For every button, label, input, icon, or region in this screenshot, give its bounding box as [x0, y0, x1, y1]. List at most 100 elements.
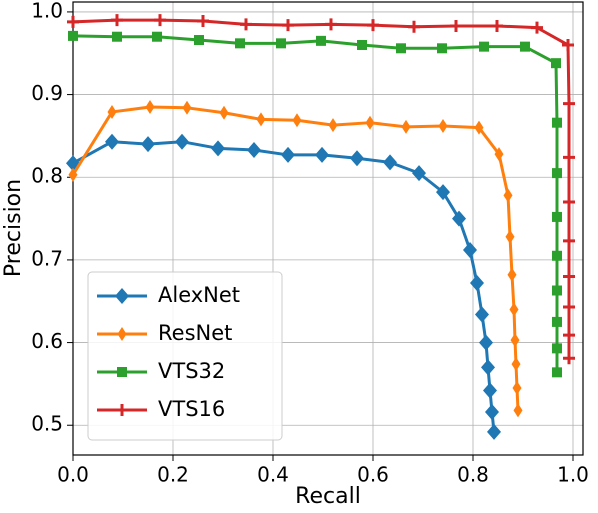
marker — [152, 31, 162, 42]
x-tick-label: 0.0 — [57, 463, 89, 487]
marker — [531, 21, 543, 34]
marker — [450, 19, 462, 32]
marker — [563, 234, 575, 247]
marker — [474, 120, 484, 135]
marker — [475, 306, 489, 323]
marker — [563, 270, 575, 283]
marker — [315, 146, 329, 163]
x-tick-label: 0.6 — [357, 463, 389, 487]
marker — [491, 19, 503, 32]
marker — [194, 35, 204, 46]
marker — [68, 167, 78, 182]
y-tick-label: 0.8 — [31, 164, 63, 188]
marker — [563, 196, 575, 209]
marker — [485, 404, 499, 421]
marker — [408, 20, 420, 33]
marker — [452, 210, 466, 227]
marker — [219, 105, 229, 120]
marker — [552, 211, 562, 222]
marker — [481, 359, 495, 376]
marker — [111, 14, 123, 27]
y-tick-label: 0.9 — [31, 81, 63, 105]
marker — [325, 18, 337, 31]
marker — [563, 301, 575, 314]
marker — [510, 333, 520, 348]
x-axis-label: Recall — [295, 484, 361, 509]
marker — [513, 403, 523, 418]
x-tick-label: 0.2 — [157, 463, 189, 487]
marker — [551, 58, 561, 69]
marker — [240, 18, 252, 31]
marker — [503, 188, 513, 203]
marker — [494, 147, 504, 162]
marker — [211, 140, 225, 157]
legend-marker — [116, 404, 128, 416]
marker — [563, 97, 575, 110]
marker — [112, 31, 122, 42]
marker — [292, 113, 302, 128]
y-tick-label: 0.7 — [31, 246, 63, 270]
legend-label: VTS32 — [158, 359, 225, 383]
marker — [281, 146, 295, 163]
marker — [552, 343, 562, 354]
marker — [552, 367, 562, 378]
marker — [505, 229, 515, 244]
marker — [247, 141, 261, 158]
marker — [483, 382, 497, 399]
marker — [511, 357, 521, 372]
marker — [107, 104, 117, 119]
marker — [367, 19, 379, 32]
marker — [512, 381, 522, 396]
marker — [552, 168, 562, 179]
marker — [552, 250, 562, 261]
y-tick-label: 1.0 — [31, 0, 63, 22]
marker — [470, 275, 484, 292]
marker — [552, 117, 562, 128]
marker — [365, 115, 375, 130]
marker — [316, 35, 326, 46]
marker — [276, 38, 286, 49]
x-tick-label: 0.4 — [257, 463, 289, 487]
marker — [412, 165, 426, 182]
marker — [552, 316, 562, 327]
marker — [256, 112, 266, 127]
marker — [175, 133, 189, 150]
marker — [437, 43, 447, 54]
marker — [479, 41, 489, 52]
legend-label: AlexNet — [158, 283, 240, 307]
marker — [197, 15, 209, 28]
legend-marker — [115, 288, 129, 304]
marker — [552, 285, 562, 296]
y-axis-label: Precision — [1, 179, 26, 277]
legend-label: ResNet — [158, 321, 232, 345]
marker — [145, 99, 155, 114]
legend-box — [87, 271, 283, 441]
y-tick-label: 0.5 — [31, 412, 63, 436]
marker — [509, 302, 519, 317]
marker — [463, 241, 477, 258]
marker — [563, 151, 575, 164]
marker — [487, 423, 501, 440]
marker — [235, 38, 245, 49]
marker — [438, 118, 448, 133]
marker — [182, 100, 192, 115]
marker — [154, 14, 166, 27]
marker — [68, 30, 78, 41]
marker — [520, 41, 530, 52]
marker — [328, 118, 338, 133]
marker — [282, 19, 294, 32]
legend-marker — [117, 327, 127, 341]
marker — [563, 352, 575, 365]
marker — [562, 38, 574, 51]
marker — [396, 43, 406, 54]
plot-frame — [72, 1, 584, 456]
marker — [479, 334, 493, 351]
y-tick-label: 0.6 — [31, 329, 63, 353]
x-tick-label: 0.8 — [457, 463, 489, 487]
marker — [563, 329, 575, 342]
legend-marker — [117, 367, 127, 377]
marker — [105, 133, 119, 150]
marker — [436, 184, 450, 201]
marker — [507, 267, 517, 282]
